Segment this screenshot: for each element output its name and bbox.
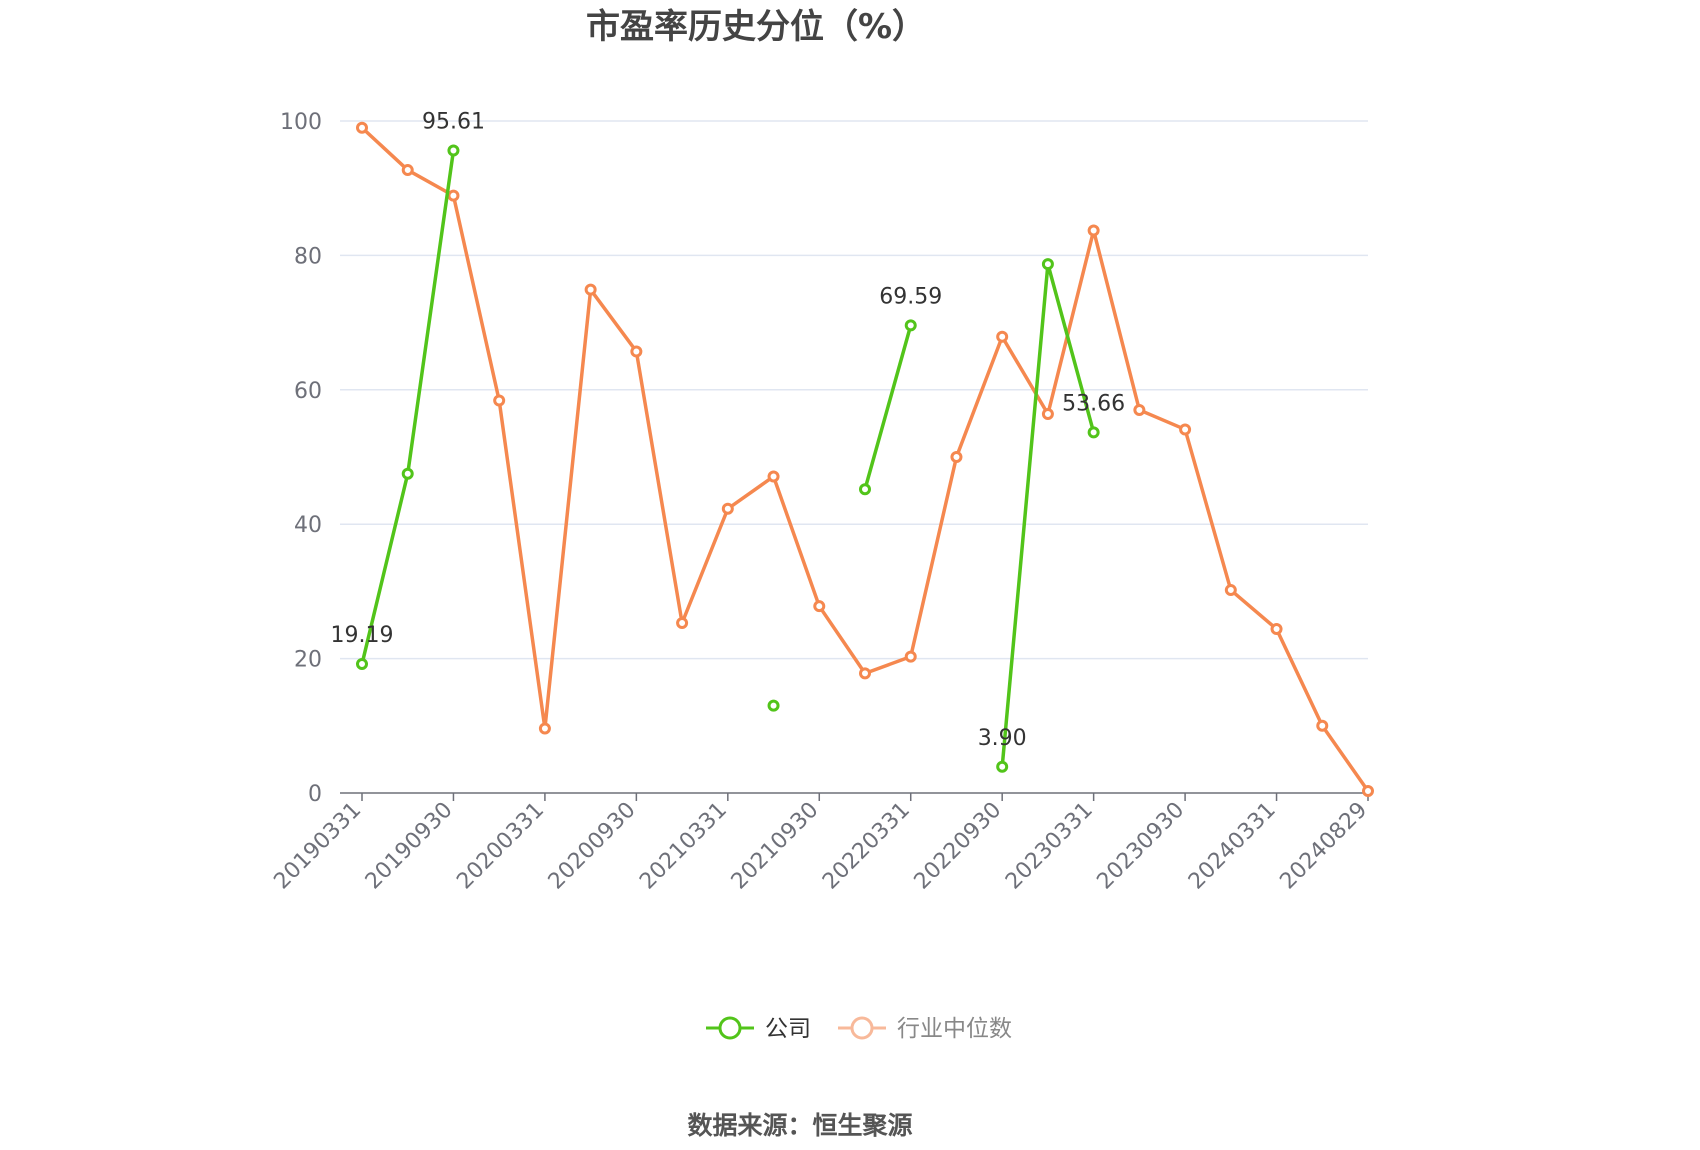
x-tick-label: 20220331	[818, 798, 915, 895]
data-point	[767, 699, 780, 712]
data-point	[1179, 423, 1192, 436]
data-point	[859, 667, 871, 680]
data-point	[447, 144, 460, 157]
data-point	[721, 502, 734, 515]
legend-item-industry[interactable]: 行业中位数	[838, 1016, 1012, 1042]
x-tick-label: 20230930	[1092, 798, 1189, 895]
x-tick-label: 20240331	[1184, 798, 1281, 895]
x-tick-label: 20200331	[452, 798, 549, 895]
y-tick-label: 0	[308, 782, 322, 807]
data-point	[1316, 719, 1329, 732]
data-point	[904, 319, 917, 332]
data-point	[767, 470, 780, 483]
data-point	[538, 722, 551, 735]
data-point	[1087, 224, 1100, 237]
y-tick-label: 60	[294, 379, 322, 404]
series-line	[360, 150, 456, 665]
data-point	[996, 760, 1009, 773]
x-tick-label: 20210930	[727, 798, 824, 895]
data-point	[356, 121, 368, 134]
data-point	[1133, 403, 1146, 416]
series-industry	[356, 121, 1374, 797]
data-label: 3.90	[978, 726, 1027, 751]
data-point	[1270, 623, 1283, 636]
data-source: 数据来源：恒生聚源	[687, 1111, 912, 1140]
legend-item-company[interactable]: 公司	[706, 1016, 811, 1042]
data-point	[447, 189, 460, 202]
data-label: 53.66	[1062, 391, 1125, 416]
series-line	[863, 324, 913, 490]
data-point	[630, 345, 643, 358]
x-axis: 2019033120190930202003312020093020210331…	[269, 792, 1372, 895]
data-point	[1362, 784, 1374, 797]
x-tick-label: 20210331	[635, 798, 732, 895]
series-line	[1000, 262, 1096, 767]
legend: 公司 行业中位数	[706, 1016, 1012, 1042]
data-label: 19.19	[331, 623, 394, 648]
data-point	[1087, 426, 1100, 439]
series-company	[356, 144, 1100, 773]
data-label: 95.61	[422, 110, 485, 135]
y-axis: 0 20 40 60 80 100	[280, 110, 322, 807]
data-point	[401, 164, 414, 177]
legend-company-label: 公司	[765, 1016, 811, 1042]
chart-title: 市盈率历史分位（%）	[586, 7, 926, 47]
data-point	[493, 394, 506, 407]
data-point	[813, 600, 826, 613]
data-point	[676, 616, 689, 629]
data-labels: 19.19 95.61 69.59 3.90 53.66	[331, 110, 1126, 751]
data-point	[950, 451, 963, 463]
data-label: 69.59	[879, 284, 942, 309]
x-tick-label: 20190930	[361, 798, 458, 895]
data-point	[401, 467, 414, 480]
x-tick-label: 20220930	[910, 798, 1007, 895]
y-tick-label: 80	[294, 244, 322, 269]
y-tick-label: 20	[294, 648, 322, 673]
data-point	[996, 330, 1009, 343]
y-tick-label: 40	[294, 513, 322, 538]
legend-company-marker	[718, 1016, 742, 1040]
data-point	[1224, 584, 1237, 597]
series-line	[360, 126, 1370, 792]
data-point	[1041, 407, 1054, 420]
grid	[340, 120, 1368, 660]
legend-industry-marker	[850, 1016, 874, 1040]
legend-industry-label: 行业中位数	[897, 1016, 1012, 1042]
data-point	[1041, 258, 1054, 271]
x-tick-label: 20240829	[1275, 798, 1372, 895]
y-tick-label: 100	[280, 110, 322, 135]
data-point	[904, 650, 917, 663]
plot-area	[356, 121, 1374, 797]
data-point	[859, 483, 871, 496]
x-tick-label: 20190331	[269, 798, 366, 895]
x-tick-label: 20230331	[1001, 798, 1098, 895]
data-point	[584, 283, 597, 296]
data-point	[356, 658, 368, 671]
x-tick-label: 20200930	[544, 798, 641, 895]
